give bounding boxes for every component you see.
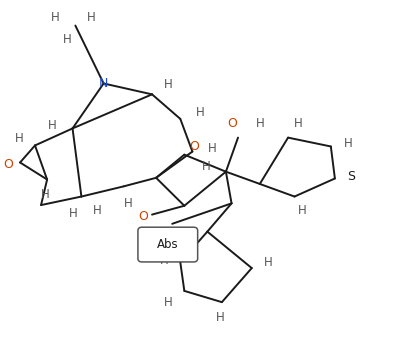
- Text: H: H: [215, 311, 224, 324]
- Text: S: S: [347, 170, 355, 183]
- Text: H: H: [51, 11, 60, 24]
- Text: H: H: [41, 188, 49, 201]
- Text: H: H: [164, 296, 173, 309]
- Text: H: H: [294, 118, 303, 131]
- Text: O: O: [3, 158, 13, 171]
- Text: O: O: [190, 140, 199, 153]
- Text: H: H: [256, 118, 264, 131]
- Text: H: H: [160, 254, 168, 267]
- Text: H: H: [15, 132, 23, 145]
- Text: H: H: [93, 204, 102, 217]
- Text: H: H: [48, 119, 57, 132]
- Text: Abs: Abs: [158, 238, 179, 251]
- Text: H: H: [164, 78, 173, 91]
- Text: N: N: [99, 77, 108, 90]
- Text: H: H: [264, 256, 272, 269]
- Text: H: H: [298, 204, 307, 217]
- Text: H: H: [63, 33, 72, 46]
- Text: H: H: [196, 106, 205, 119]
- Text: H: H: [87, 11, 96, 24]
- Text: H: H: [124, 197, 132, 210]
- Text: H: H: [208, 142, 217, 155]
- Text: H: H: [343, 136, 352, 149]
- Text: H: H: [69, 207, 78, 220]
- Text: H: H: [202, 160, 211, 173]
- Text: O: O: [227, 118, 237, 131]
- Text: O: O: [138, 210, 148, 223]
- FancyBboxPatch shape: [138, 227, 198, 262]
